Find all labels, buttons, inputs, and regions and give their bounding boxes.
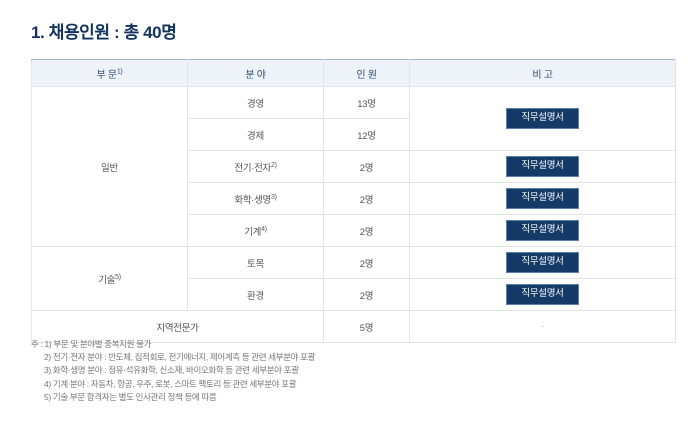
table-row: 전기·전자2) 2명 직무설명서 — [32, 150, 676, 183]
footnotes: 주 : 1) 부문 및 분야별 중복지원 불가 2) 전기·전자 분야 : 반도… — [31, 338, 315, 404]
group-cell-general: 일반 — [31, 86, 188, 247]
field-footnote-marker: 2) — [271, 161, 277, 169]
footnote-item: 5) 기술 부문 합격자는 별도 인사관리 정책 등에 따름 — [44, 391, 217, 402]
table-header-row: 부 문1) 분 야 인 원 비 고 — [31, 59, 676, 87]
footnote-item: 주 : 1) 부문 및 분야별 중복지원 불가 — [31, 338, 315, 351]
field-cell: 기계4) — [187, 214, 324, 247]
field-cell: 전기·전자2) — [187, 150, 324, 183]
column-header-division: 부 문1) — [31, 59, 188, 87]
technical-footnote-marker: 5) — [115, 273, 121, 281]
job-description-button[interactable]: 직무설명서 — [506, 156, 579, 177]
job-description-button[interactable]: 직무설명서 — [506, 284, 579, 305]
table-row: 화학·생명3) 2명 직무설명서 — [32, 182, 676, 215]
field-footnote-marker: 3) — [271, 193, 277, 201]
remarks-cell: 직무설명서 — [409, 214, 676, 247]
remarks-cell: 직무설명서 — [409, 278, 676, 311]
job-description-button[interactable]: 직무설명서 — [506, 108, 579, 129]
column-header-field: 분 야 — [187, 59, 324, 87]
column-header-count: 인 원 — [323, 59, 410, 87]
table-row: 환경 2명 직무설명서 — [32, 278, 676, 311]
empty-remark-dash: - — [541, 321, 544, 331]
division-footnote-marker: 1) — [116, 68, 123, 76]
table-row: 지역전문가 5명 - — [31, 310, 676, 343]
count-cell: 5명 — [323, 310, 410, 343]
job-description-button[interactable]: 직무설명서 — [506, 252, 579, 273]
column-header-remarks: 비 고 — [409, 59, 676, 87]
regional-specialist-label: 지역전문가 — [31, 310, 324, 343]
group-cell-technical: 기술5) — [31, 246, 188, 311]
footnote-item: 3) 화학·생명 분야 : 정유·석유화학, 신소재, 바이오화학 등 관련 세… — [44, 365, 299, 376]
remarks-cell: 직무설명서 — [409, 86, 676, 151]
count-cell: 2명 — [323, 150, 410, 183]
footnote-text: 1) 부문 및 분야별 중복지원 불가 — [44, 339, 152, 349]
table-header: 부 문1) 분 야 인 원 비 고 — [31, 59, 676, 87]
field-footnote-marker: 4) — [261, 225, 267, 233]
count-cell: 2명 — [323, 214, 410, 247]
table-row: 일반 경영 13명 직무설명서 — [31, 86, 676, 247]
count-cell: 12명 — [323, 118, 410, 151]
table-row: 기술5) 토목 2명 직무설명서 — [31, 246, 676, 311]
field-cell: 토목 — [187, 246, 324, 279]
remarks-cell: 직무설명서 — [409, 182, 676, 215]
remarks-cell: 직무설명서 — [409, 246, 676, 279]
remarks-cell: - — [409, 310, 676, 343]
job-description-button[interactable]: 직무설명서 — [506, 188, 579, 209]
remarks-cell: 직무설명서 — [409, 150, 676, 183]
footnote-prefix: 주 : — [31, 339, 45, 349]
recruitment-table: 부 문1) 분 야 인 원 비 고 일반 경영 13명 직무설명서 경제 12명… — [31, 59, 676, 343]
count-cell: 2명 — [323, 278, 410, 311]
table-body: 일반 경영 13명 직무설명서 경제 12명 전기·전자2) 2명 직무설명서 … — [31, 86, 676, 343]
footnote-item: 4) 기계 분야 : 자동차, 항공, 우주, 로봇, 스마트 팩토리 등 관련… — [44, 378, 297, 389]
job-description-button[interactable]: 직무설명서 — [506, 220, 579, 241]
page-title: 1. 채용인원 : 총 40명 — [31, 23, 177, 42]
table-row: 경제 12명 — [32, 118, 676, 151]
count-cell: 13명 — [323, 86, 410, 119]
count-cell: 2명 — [323, 182, 410, 215]
count-cell: 2명 — [323, 246, 410, 279]
field-cell: 화학·생명3) — [187, 182, 324, 215]
field-cell: 경제 — [187, 118, 324, 151]
field-cell: 경영 — [187, 86, 324, 119]
field-cell: 환경 — [187, 278, 324, 311]
footnote-item: 2) 전기·전자 분야 : 반도체, 집적회로, 전기에너지, 제어계측 등 관… — [44, 352, 316, 363]
